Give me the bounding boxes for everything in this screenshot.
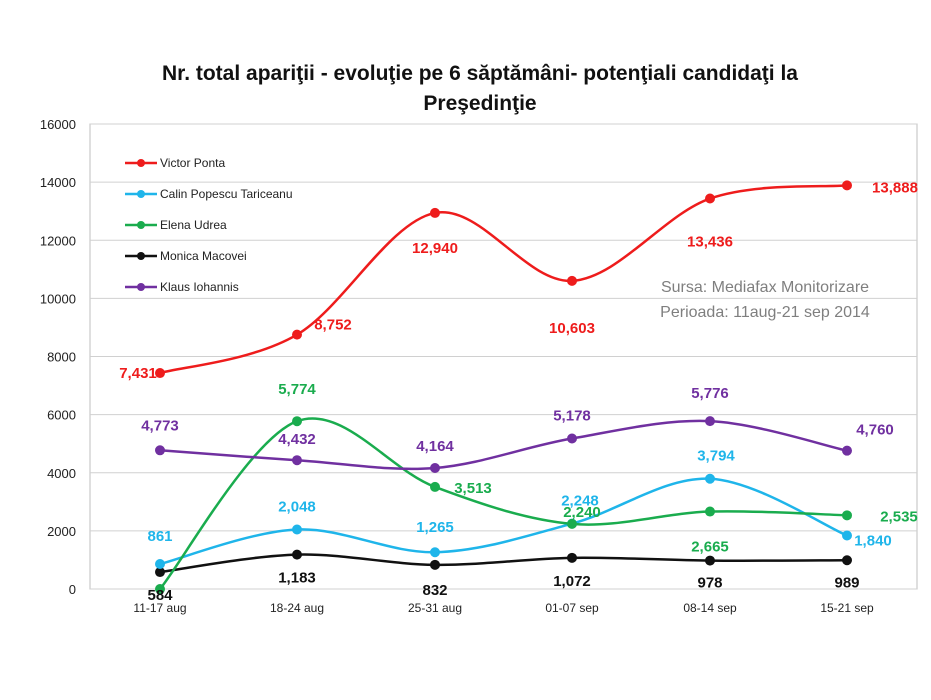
data-label: 5,774 [278,381,316,398]
data-point [430,481,440,492]
data-label: 2,248 [561,493,599,510]
data-point [567,275,577,286]
data-point [567,552,577,563]
data-label: 978 [697,575,722,592]
data-point [155,558,165,569]
y-tick-label: 14000 [40,175,76,190]
legend-label: Calin Popescu Tariceanu [160,187,293,201]
data-label: 1,183 [278,570,316,587]
data-point [292,329,302,340]
y-tick-label: 6000 [47,408,76,423]
y-tick-label: 8000 [47,350,76,365]
data-point [842,445,852,456]
legend-marker [137,159,145,167]
data-point [155,445,165,456]
source-annotation: Sursa: Mediafax Monitorizare [661,279,869,296]
data-point [155,584,165,594]
data-label: 4,773 [141,417,179,434]
data-point [842,530,852,541]
data-label: 1,072 [553,573,591,590]
data-point [430,559,440,570]
series-line-4 [159,419,848,471]
x-tick-label: 15-21 sep [820,601,874,615]
data-point [705,555,715,566]
data-label: 7,431 [119,365,157,382]
data-label: 989 [834,574,859,591]
data-point [430,207,440,218]
data-label: 5,178 [553,408,591,425]
data-point [705,506,715,517]
period-annotation: Perioada: 11aug-21 sep 2014 [660,304,870,321]
y-tick-label: 0 [69,582,76,597]
data-point [567,433,577,444]
data-label: 13,888 [872,179,918,196]
x-tick-label: 11-17 aug [133,601,186,615]
y-tick-label: 10000 [40,291,76,306]
y-tick-label: 16000 [40,117,76,132]
data-label: 12,940 [412,240,458,257]
data-label: 1,265 [416,519,454,536]
data-label: 861 [147,528,172,545]
data-point [705,193,715,204]
data-point [292,549,302,560]
x-tick-label: 08-14 sep [683,601,737,615]
legend-marker [137,190,145,198]
data-label: 3,513 [454,480,492,497]
y-tick-label: 12000 [40,233,76,248]
data-label: 832 [422,582,447,599]
data-point [842,180,852,191]
data-label: 2,240 [563,504,601,521]
legend-label: Victor Ponta [160,156,225,170]
data-point [842,510,852,521]
data-label: 13,436 [687,234,733,251]
data-label: 5,776 [691,385,729,402]
data-label: 3,794 [697,448,735,465]
data-label: 2,535 [880,508,918,525]
legend-marker [137,283,145,291]
legend-label: Elena Udrea [160,218,227,232]
data-point [705,473,715,484]
legend-label: Klaus Iohannis [160,280,239,294]
x-tick-label: 18-24 aug [270,601,324,615]
x-tick-label: 01-07 sep [545,601,599,615]
series-line-2 [159,417,848,590]
data-label: 8,752 [314,317,352,334]
legend-marker [137,252,145,260]
data-point [155,368,165,379]
data-label: 4,432 [278,431,316,448]
data-point [430,547,440,558]
data-point [292,416,302,427]
data-label: 2,048 [278,498,316,515]
legend-label: Monica Macovei [160,249,247,263]
chart-title-line-2: Preşedinţie [423,92,537,115]
data-point [430,462,440,473]
data-point [705,416,715,427]
data-label: 1,840 [854,533,892,550]
data-label: 10,603 [549,320,595,337]
data-point [842,555,852,566]
data-label: 584 [147,587,173,604]
chart-title-line-1: Nr. total apariţii - evoluţie pe 6 săptă… [162,62,798,85]
data-point [292,524,302,535]
legend-marker [137,221,145,229]
data-point [292,455,302,466]
series-line-3 [159,553,848,574]
data-point [567,518,577,529]
data-label: 4,760 [856,422,894,439]
series-line-1 [159,477,848,566]
data-label: 4,164 [416,438,454,455]
x-tick-label: 25-31 aug [408,601,462,615]
data-label: 2,665 [691,539,729,556]
y-tick-label: 4000 [47,466,76,481]
y-tick-label: 2000 [47,524,76,539]
